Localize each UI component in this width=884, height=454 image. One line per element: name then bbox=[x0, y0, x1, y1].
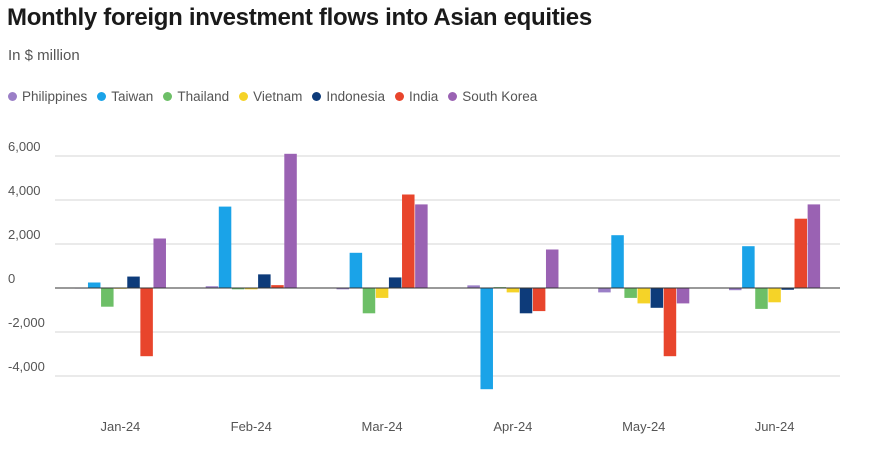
x-tick-label: Mar-24 bbox=[361, 419, 402, 434]
bar-taiwan-may-24 bbox=[611, 235, 624, 288]
bar-philippines-may-24 bbox=[598, 288, 611, 293]
legend-item-india: India bbox=[394, 89, 439, 104]
bar-vietnam-may-24 bbox=[637, 288, 650, 304]
bar-indonesia-jun-24 bbox=[781, 288, 794, 290]
legend-item-vietnam: Vietnam bbox=[239, 89, 302, 104]
bar-indonesia-feb-24 bbox=[258, 274, 271, 288]
bar-thailand-jan-24 bbox=[101, 288, 114, 307]
legend: Philippines Taiwan Thailand Vietnam Indonesi… bbox=[8, 89, 547, 104]
legend-label: Thailand bbox=[177, 89, 230, 104]
legend-item-thailand: Thailand bbox=[163, 89, 229, 104]
legend-item-philippines: Philippines bbox=[8, 89, 87, 104]
x-tick-label: May-24 bbox=[622, 419, 665, 434]
bar-indonesia-may-24 bbox=[650, 288, 664, 308]
bar-thailand-may-24 bbox=[624, 288, 637, 298]
legend-swatch bbox=[163, 92, 173, 101]
bar-philippines-feb-24 bbox=[205, 286, 219, 288]
bar-india-jun-24 bbox=[794, 218, 808, 288]
legend-label: India bbox=[408, 89, 439, 104]
bar-indonesia-mar-24 bbox=[388, 277, 402, 288]
bar-taiwan-apr-24 bbox=[480, 288, 493, 390]
x-tick-label: Jun-24 bbox=[755, 419, 795, 434]
bar-vietnam-mar-24 bbox=[375, 288, 389, 298]
bar-south-korea-apr-24 bbox=[545, 249, 559, 288]
bar-south-korea-mar-24 bbox=[415, 204, 428, 288]
bar-philippines-mar-24 bbox=[336, 288, 350, 290]
bar-india-apr-24 bbox=[532, 288, 546, 312]
legend-swatch bbox=[8, 92, 17, 101]
bar-thailand-mar-24 bbox=[362, 288, 376, 314]
bar-india-mar-24 bbox=[402, 194, 415, 288]
legend-label: Vietnam bbox=[253, 89, 303, 104]
y-tick-label: -2,000 bbox=[8, 315, 45, 330]
bar-south-korea-feb-24 bbox=[284, 153, 297, 288]
bar-vietnam-feb-24 bbox=[245, 288, 258, 290]
bar-taiwan-jan-24 bbox=[87, 282, 101, 288]
legend-label: Taiwan bbox=[111, 89, 154, 104]
bar-india-may-24 bbox=[663, 288, 677, 357]
y-tick-label: -4,000 bbox=[8, 359, 45, 374]
bar-south-korea-may-24 bbox=[676, 288, 690, 304]
chart-subtitle: In $ million bbox=[8, 47, 80, 64]
bar-philippines-jun-24 bbox=[729, 288, 742, 291]
y-tick-label: 6,000 bbox=[8, 139, 41, 154]
legend-item-south-korea: South Korea bbox=[448, 89, 537, 104]
bar-india-jan-24 bbox=[140, 288, 153, 357]
legend-item-indonesia: Indonesia bbox=[312, 89, 385, 104]
legend-item-taiwan: Taiwan bbox=[97, 89, 153, 104]
bar-south-korea-jun-24 bbox=[807, 204, 821, 288]
y-tick-label: 4,000 bbox=[8, 183, 41, 198]
bar-indonesia-apr-24 bbox=[519, 288, 533, 314]
legend-swatch bbox=[448, 92, 458, 101]
bar-thailand-feb-24 bbox=[231, 288, 245, 290]
bar-philippines-apr-24 bbox=[467, 285, 480, 288]
legend-label: Indonesia bbox=[326, 89, 385, 104]
bar-india-feb-24 bbox=[271, 285, 284, 288]
bar-vietnam-jun-24 bbox=[768, 288, 781, 303]
x-tick-label: Apr-24 bbox=[493, 419, 532, 434]
x-tick-label: Feb-24 bbox=[231, 419, 272, 434]
bar-taiwan-feb-24 bbox=[218, 206, 232, 288]
legend-label: South Korea bbox=[462, 89, 538, 104]
bar-thailand-jun-24 bbox=[755, 288, 768, 309]
bar-taiwan-jun-24 bbox=[742, 246, 755, 288]
bar-indonesia-jan-24 bbox=[127, 276, 140, 288]
bar-taiwan-mar-24 bbox=[349, 252, 363, 288]
bar-vietnam-apr-24 bbox=[506, 288, 520, 293]
legend-swatch bbox=[394, 92, 404, 101]
chart-title: Monthly foreign investment flows into As… bbox=[7, 4, 592, 31]
legend-label: Philippines bbox=[22, 89, 88, 104]
legend-swatch bbox=[312, 92, 322, 101]
x-tick-label: Jan-24 bbox=[101, 419, 141, 434]
y-tick-label: 0 bbox=[8, 271, 15, 286]
bar-south-korea-jan-24 bbox=[153, 238, 166, 288]
legend-swatch bbox=[239, 92, 249, 101]
y-tick-label: 2,000 bbox=[8, 227, 41, 242]
legend-swatch bbox=[97, 92, 107, 101]
